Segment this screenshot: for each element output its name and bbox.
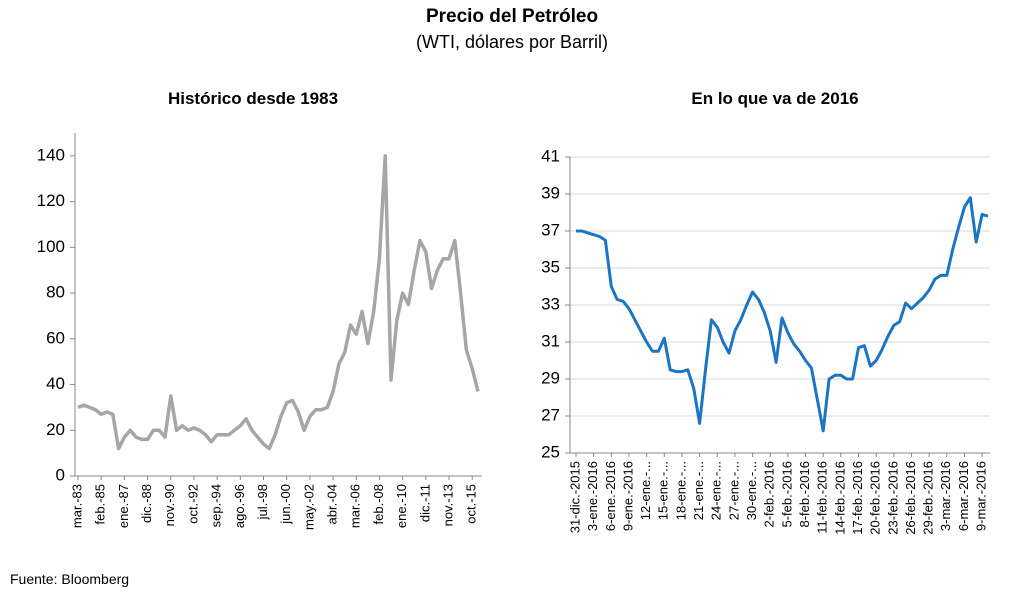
x-tick-label: 3-ene.-2016	[585, 461, 600, 531]
x-tick-label: 11-feb.-2016	[815, 461, 830, 534]
x-tick-label: dic.-11	[417, 484, 432, 522]
x-tick-label: 9-mar.-2016	[974, 461, 989, 531]
x-tick-label: 15-ene.-...	[656, 461, 671, 520]
y-tick-label: 31	[541, 331, 560, 350]
x-tick-label: mar.-83	[69, 484, 84, 528]
y-tick-label: 41	[541, 146, 560, 165]
x-tick-label: 12-ene.-...	[638, 461, 653, 520]
y-tick-label: 140	[37, 145, 65, 164]
y-tick-label: 60	[46, 328, 65, 347]
x-tick-label: 8-feb.-2016	[797, 461, 812, 528]
x-tick-label: ago.-96	[232, 484, 247, 528]
x-tick-label: feb.-08	[371, 484, 386, 524]
x-tick-label: 3-mar.-2016	[938, 461, 953, 531]
x-tick-label: dic.-88	[139, 484, 154, 523]
x-tick-label: 27-ene.-...	[726, 461, 741, 520]
x-tick-label: 5-feb.-2016	[779, 461, 794, 528]
page-title: Precio del Petróleo	[426, 6, 598, 27]
x-tick-label: 6-mar.-2016	[956, 461, 971, 531]
x-tick-label: 14-feb.-2016	[832, 461, 847, 535]
x-tick-label: 6-ene.-2016	[603, 461, 618, 531]
x-tick-label: oct.-92	[185, 484, 200, 524]
x-tick-label: 23-feb.-2016	[885, 461, 900, 535]
chart-title: Histórico desde 1983	[168, 89, 338, 108]
x-tick-label: 29-feb.-2016	[921, 461, 936, 535]
x-tick-label: ene.-10	[394, 484, 409, 528]
x-tick-label: 31-dic.-2015	[567, 461, 582, 533]
x-tick-label: feb.-85	[93, 484, 108, 524]
y-tick-label: 0	[56, 465, 65, 484]
y-tick-label: 27	[541, 405, 560, 424]
x-tick-label: nov.-13	[440, 484, 455, 526]
source: Fuente: Bloomberg	[10, 571, 129, 587]
x-tick-label: nov.-90	[162, 484, 177, 526]
x-tick-label: 9-ene.-2016	[620, 461, 635, 531]
x-tick-label: 30-ene.-...	[744, 461, 759, 520]
y-tick-label: 80	[46, 283, 65, 302]
x-tick-label: 17-feb.-2016	[850, 461, 865, 535]
x-tick-label: 20-feb.-2016	[868, 461, 883, 535]
x-tick-label: ene.-87	[116, 484, 131, 528]
y-tick-label: 40	[46, 374, 65, 393]
x-tick-label: mar.-06	[348, 484, 363, 528]
chart-title: En lo que va de 2016	[691, 89, 858, 108]
data-line	[77, 154, 480, 451]
x-tick-label: 18-ene.-...	[673, 461, 688, 520]
x-tick-label: 21-ene.-...	[691, 461, 706, 520]
x-tick-label: 26-feb.-2016	[903, 461, 918, 535]
x-tick-label: jun.-00	[278, 484, 293, 525]
page-subtitle: (WTI, dólares por Barril)	[416, 32, 608, 52]
x-tick-label: abr.-04	[325, 484, 340, 524]
y-tick-label: 29	[541, 368, 560, 387]
x-tick-label: 2-feb.-2016	[762, 461, 777, 528]
x-tick-label: 24-ene.-...	[709, 461, 724, 520]
y-tick-label: 35	[541, 257, 560, 276]
x-tick-label: sep.-94	[209, 484, 224, 527]
y-tick-label: 33	[541, 294, 560, 313]
y-tick-label: 25	[541, 442, 560, 461]
y-tick-label: 37	[541, 220, 560, 239]
y-tick-label: 20	[46, 420, 65, 439]
x-tick-label: jul.-98	[255, 484, 270, 520]
y-tick-label: 120	[37, 191, 65, 210]
x-tick-label: may.-02	[301, 484, 316, 530]
data-line	[576, 196, 989, 433]
x-tick-label: oct.-15	[464, 484, 479, 524]
y-tick-label: 100	[37, 237, 65, 256]
y-tick-label: 39	[541, 183, 560, 202]
